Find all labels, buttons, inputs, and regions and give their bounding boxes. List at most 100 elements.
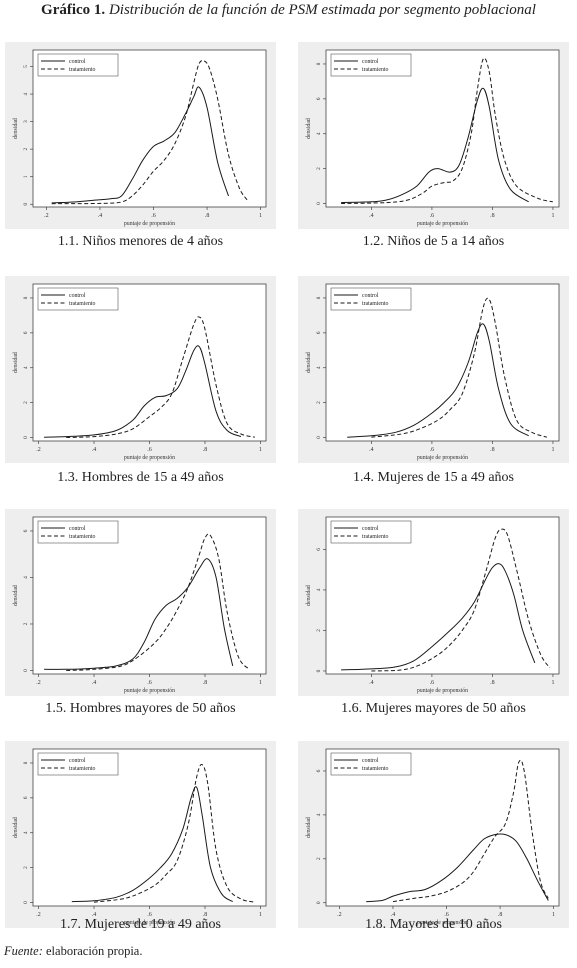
- x-tick-label: .8: [203, 912, 208, 918]
- legend-box: [330, 287, 412, 311]
- x-tick-label: .6: [430, 447, 435, 453]
- x-axis-label: puntaje de propensión: [124, 688, 175, 694]
- series-line-tratamiento: [66, 533, 250, 671]
- y-tick-label: 4: [316, 588, 322, 591]
- series-line-control: [341, 87, 529, 204]
- figure-title-number: Gráfico 1.: [41, 2, 106, 18]
- x-axis-label: puntaje de propensión: [124, 455, 175, 461]
- chart-caption: 1.7. Mujeres de 19 a 49 años: [60, 917, 221, 932]
- y-tick-label: 0: [316, 901, 322, 904]
- y-tick-label: 8: [316, 296, 322, 299]
- x-tick-label: .6: [147, 912, 152, 918]
- x-tick-label: .8: [490, 680, 495, 686]
- series-line-tratamiento: [392, 759, 549, 903]
- x-tick-label: .4: [92, 447, 97, 453]
- x-tick-label: 1: [551, 680, 554, 686]
- y-tick-label: 6: [23, 796, 29, 799]
- series-line-control: [51, 86, 229, 204]
- y-axis-label: densidad: [306, 585, 312, 606]
- series-line-tratamiento: [66, 316, 256, 438]
- y-tick-label: 1: [23, 175, 29, 178]
- y-tick-label: 6: [316, 97, 322, 100]
- legend-label-control: control: [362, 293, 379, 299]
- legend-label-control: control: [69, 758, 86, 764]
- source-label: Fuente:: [4, 944, 43, 958]
- y-axis-label: densidad: [306, 352, 312, 373]
- y-tick-label: 5: [23, 65, 29, 68]
- source-text: elaboración propia.: [46, 944, 143, 958]
- y-tick-label: 0: [23, 669, 29, 672]
- x-tick-label: .8: [490, 213, 495, 219]
- y-tick-label: 3: [23, 120, 29, 123]
- x-tick-label: 1: [259, 912, 262, 918]
- x-tick-label: 1: [551, 213, 554, 219]
- y-tick-label: 0: [23, 203, 29, 206]
- legend-label-control: control: [69, 293, 86, 299]
- series-line-tratamiento: [371, 297, 548, 438]
- x-tick-label: .8: [490, 447, 495, 453]
- legend-label-control: control: [362, 758, 379, 764]
- legend-box: [37, 287, 119, 311]
- x-tick-label: .6: [430, 213, 435, 219]
- legend-label-tratamiento: tratamiento: [362, 301, 388, 307]
- y-tick-label: 6: [23, 331, 29, 334]
- legend-label-tratamiento: tratamiento: [362, 534, 388, 540]
- x-tick-label: .6: [444, 912, 449, 918]
- x-tick-label: .2: [36, 447, 41, 453]
- y-tick-label: 6: [316, 769, 322, 772]
- y-tick-label: 8: [316, 62, 322, 65]
- series-line-tratamiento: [341, 57, 554, 204]
- y-tick-label: 8: [23, 296, 29, 299]
- chart-svg: 0 1 2 3 4 5 .2 .4 .6 .8 1 puntaje de propensión dens…: [13, 49, 267, 227]
- series-line-tratamiento: [371, 528, 551, 672]
- x-tick-label: .8: [205, 213, 210, 219]
- y-tick-label: 2: [23, 622, 29, 625]
- source-note: Fuente: elaboración propia.: [4, 944, 142, 959]
- x-tick-label: .6: [147, 680, 152, 686]
- chart-caption: 1.1. Niños menores de 4 años: [57, 234, 224, 249]
- legend-label-control: control: [69, 526, 86, 532]
- figure-title: Gráfico 1. Distribución de la función de…: [0, 2, 577, 19]
- y-tick-label: 2: [23, 148, 29, 151]
- y-tick-label: 0: [316, 436, 322, 439]
- x-tick-label: .2: [44, 213, 49, 219]
- chart-panel-4: 0 2 4 6 8 .4 .6 .8 1 puntaje de propensión densida…: [298, 276, 569, 463]
- x-axis-label: puntaje de propensión: [417, 455, 468, 461]
- series-line-control: [366, 833, 549, 903]
- x-axis-label: puntaje de propensión: [417, 688, 468, 694]
- y-tick-label: 4: [23, 366, 29, 369]
- series-line-control: [341, 563, 536, 671]
- chart-panel-2: 0 2 4 6 8 .4 .6 .8 1 puntaje de propensión densida…: [298, 42, 569, 229]
- chart-panel-5: 0 2 4 6 .2 .4 .6 .8 1 puntaje de propensión densid…: [5, 509, 276, 696]
- y-tick-label: 2: [316, 629, 322, 632]
- x-tick-label: .4: [369, 447, 374, 453]
- y-axis-label: densidad: [306, 817, 312, 838]
- x-tick-label: .2: [337, 912, 342, 918]
- x-tick-label: .4: [369, 680, 374, 686]
- legend-box: [330, 752, 412, 776]
- y-axis-label: densidad: [13, 817, 19, 838]
- x-tick-label: .4: [369, 213, 374, 219]
- chart-panel-7: 0 2 4 6 8 .2 .4 .6 .8 1 puntaje de propensión densi…: [5, 741, 276, 928]
- y-tick-label: 2: [23, 866, 29, 869]
- chart-svg: 0 2 4 6 8 .4 .6 .8 1 puntaje de propensión densida…: [306, 283, 560, 461]
- y-axis-label: densidad: [306, 118, 312, 139]
- y-tick-label: 8: [23, 761, 29, 764]
- legend-label-tratamiento: tratamiento: [69, 534, 95, 540]
- chart-svg: 0 2 4 6 .2 .4 .6 .8 1 puntaje de propensión densid…: [13, 516, 267, 694]
- x-tick-label: 1: [552, 912, 555, 918]
- chart-caption: 1.3. Hombres de 15 a 49 años: [57, 470, 224, 485]
- legend-label-tratamiento: tratamiento: [69, 766, 95, 772]
- y-tick-label: 2: [23, 401, 29, 404]
- legend-label-control: control: [362, 526, 379, 532]
- x-tick-label: .6: [147, 447, 152, 453]
- y-tick-label: 4: [23, 831, 29, 834]
- legend-box: [330, 520, 412, 544]
- y-tick-label: 0: [316, 669, 322, 672]
- x-tick-label: .2: [36, 912, 41, 918]
- x-tick-label: 1: [551, 447, 554, 453]
- x-axis-label: puntaje de propensión: [124, 221, 175, 227]
- y-axis-label: densidad: [13, 585, 19, 606]
- series-line-control: [71, 786, 233, 903]
- legend-label-control: control: [69, 59, 86, 65]
